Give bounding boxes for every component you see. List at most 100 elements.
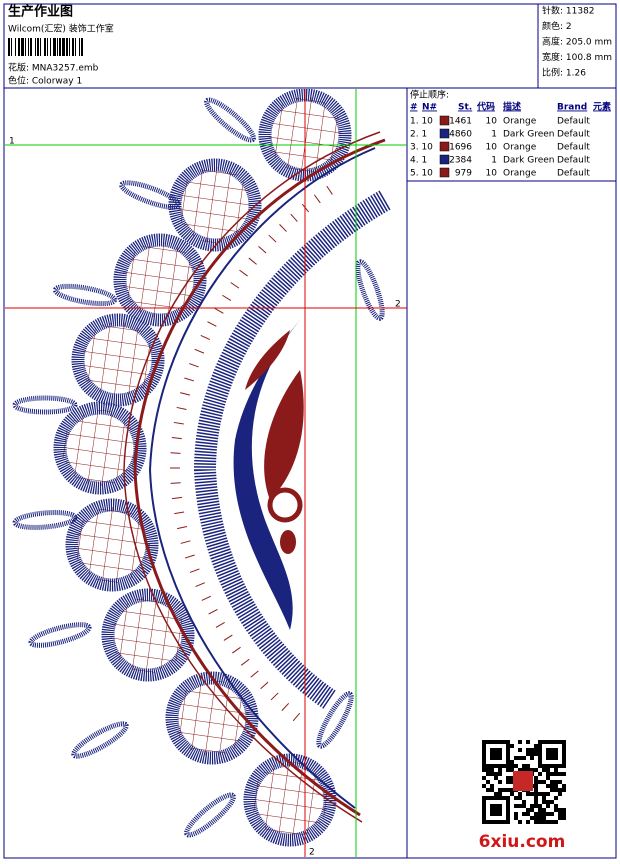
qr-cell — [490, 756, 494, 760]
qr-cell — [530, 748, 534, 752]
color-swatch — [439, 141, 450, 152]
info-line: 颜色: 2 — [542, 20, 572, 32]
qr-cell — [562, 772, 566, 776]
bar — [8, 38, 10, 56]
qr-cell — [518, 748, 522, 752]
color-swatch — [439, 115, 450, 126]
qr-cell — [546, 768, 550, 772]
qr-cell — [530, 804, 534, 808]
qr-cell — [498, 772, 502, 776]
qr-cell — [506, 756, 510, 760]
qr-cell — [562, 816, 566, 820]
qr-cell — [558, 808, 562, 812]
qr-cell — [546, 820, 550, 824]
leaf — [12, 510, 78, 530]
qr-cell — [502, 796, 506, 800]
qr-cell — [526, 752, 530, 756]
qr-cell — [538, 792, 542, 796]
qr-cell — [534, 812, 538, 816]
qr-cell — [542, 816, 546, 820]
bar — [62, 38, 65, 56]
qr-cell — [482, 796, 486, 800]
qr-cell — [510, 760, 514, 764]
qr-cell — [482, 784, 486, 788]
qr-cell — [554, 784, 558, 788]
qr-cell — [538, 820, 542, 824]
qr-cell — [550, 820, 554, 824]
qr-cell — [490, 768, 494, 772]
column-header: N# — [422, 103, 437, 113]
qr-cell — [482, 740, 486, 744]
qr-cell — [562, 812, 566, 816]
qr-cell — [550, 772, 554, 776]
bar — [47, 38, 48, 56]
column-header: St. — [458, 103, 472, 113]
qr-cell — [554, 796, 558, 800]
qr-cell — [494, 792, 498, 796]
qr-cell — [554, 808, 558, 812]
qr-cell — [542, 800, 546, 804]
qr-cell — [526, 820, 530, 824]
qr-cell — [494, 808, 498, 812]
leaf — [28, 622, 92, 648]
qr-cell — [486, 796, 490, 800]
qr-cell — [538, 760, 542, 764]
qr-cell — [554, 772, 558, 776]
design-file: 花版: MNA3257.emb — [8, 62, 99, 74]
scallop-fill — [80, 322, 156, 398]
qr-cell — [514, 804, 518, 808]
qr-cell — [526, 808, 530, 812]
qr-cell — [550, 756, 554, 760]
qr-cell — [546, 792, 550, 796]
qr-cell — [482, 800, 486, 804]
description: Orange — [503, 117, 537, 127]
frame — [3, 3, 617, 859]
qr-cell — [510, 788, 514, 792]
qr-cell — [486, 772, 490, 776]
motif — [245, 330, 290, 390]
code: 10 — [486, 117, 498, 127]
qr-cell — [518, 740, 522, 744]
qr-cell — [534, 784, 538, 788]
qr-cell — [538, 816, 542, 820]
qr-cell — [486, 768, 490, 772]
color-swatch — [439, 154, 450, 165]
qr-cell — [506, 812, 510, 816]
qr-cell — [498, 808, 502, 812]
qr-cell — [554, 820, 558, 824]
qr-cell — [546, 812, 550, 816]
bar — [75, 38, 76, 56]
qr-cell — [506, 804, 510, 808]
qr-cell — [506, 800, 510, 804]
guide-label: 1 — [9, 137, 15, 147]
qr-cell — [546, 752, 550, 756]
qr-cell — [506, 748, 510, 752]
qr-cell — [554, 788, 558, 792]
stitches: 2384 — [449, 156, 472, 166]
qr-cell — [562, 808, 566, 812]
qr-cell — [486, 820, 490, 824]
description: Orange — [503, 169, 537, 179]
stitches: 1461 — [449, 117, 472, 127]
qr-cell — [530, 752, 534, 756]
colorway: 色位: Colorway 1 — [8, 75, 82, 87]
qr-cell — [482, 752, 486, 756]
qr-cell — [490, 804, 494, 808]
arc — [123, 131, 381, 823]
leaf — [316, 691, 354, 749]
qr-cell — [506, 752, 510, 756]
scallop — [53, 401, 147, 495]
qr-cell — [550, 748, 554, 752]
qr-cell — [518, 796, 522, 800]
qr-cell — [498, 820, 502, 824]
qr-cell — [534, 804, 538, 808]
bar — [57, 38, 58, 56]
qr-cell — [490, 808, 494, 812]
stitches: 1696 — [449, 143, 472, 153]
qr-cell — [558, 780, 562, 784]
qr-cell — [538, 748, 542, 752]
description: Orange — [503, 143, 537, 153]
qr-cell — [506, 760, 510, 764]
qr-cell — [494, 804, 498, 808]
